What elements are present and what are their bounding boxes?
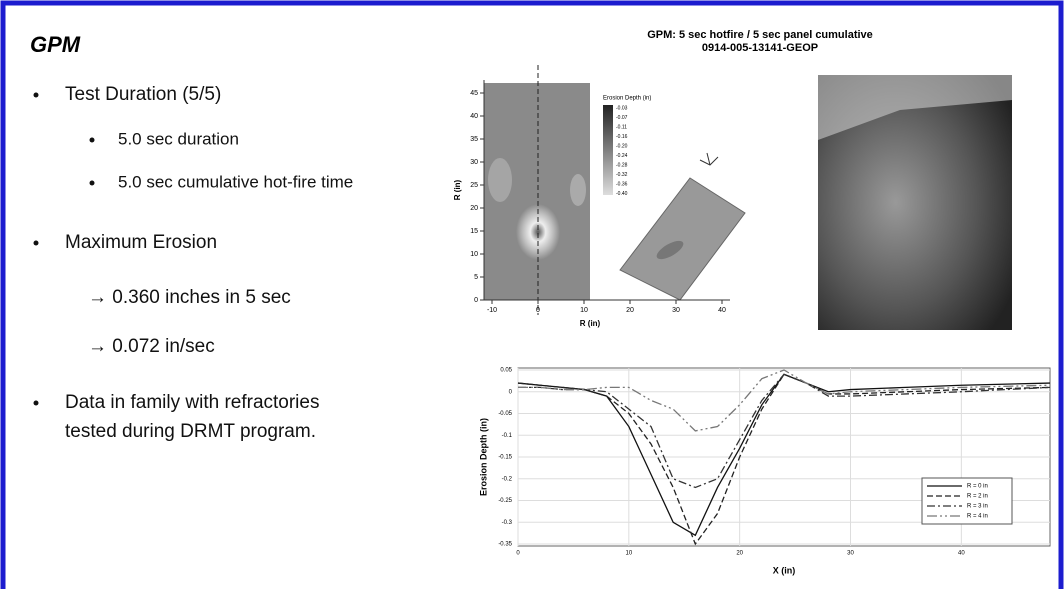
y-tick-label: 5: [474, 274, 478, 281]
series-line: [518, 373, 1051, 489]
colorbar-label: -0.40: [616, 191, 628, 197]
colorbar-label: -0.07: [616, 115, 628, 121]
sub-bullet: 5.0 sec duration: [118, 129, 239, 148]
legend-label: R = 4 in: [967, 514, 988, 520]
sub-bullet: 5.0 sec cumulative hot-fire time: [118, 172, 353, 191]
bullet: Test Duration (5/5): [65, 84, 221, 105]
colorbar-label: -0.36: [616, 181, 628, 187]
x-tick-label: 40: [718, 307, 726, 314]
y-tick-label: 0: [474, 297, 478, 304]
colorbar-label: -0.32: [616, 172, 628, 178]
bullets: Test Duration (5/5) 5.0 sec duration 5.0…: [33, 84, 353, 442]
bullet-dot: [33, 240, 39, 246]
colorbar: [603, 105, 613, 195]
panel-3d: [619, 177, 746, 301]
colorbar-title: Erosion Depth (in): [603, 96, 651, 102]
y-axis-label: Erosion Depth (in): [478, 418, 488, 496]
x-tick-label: 20: [626, 307, 634, 314]
y-tick-label: 25: [470, 182, 478, 189]
x-tick-label: 0: [516, 551, 520, 557]
y-tick-label: 20: [470, 205, 478, 212]
y-tick-label: -0.25: [498, 498, 512, 504]
series-line: [518, 369, 1051, 432]
bullet: Maximum Erosion: [65, 232, 217, 253]
x-tick-label: 30: [672, 307, 680, 314]
y-tick-label: -0.1: [502, 433, 513, 439]
y-tick-label: 35: [470, 136, 478, 143]
y-tick-label: 30: [470, 159, 478, 166]
y-tick-label: -0.35: [498, 542, 512, 548]
panel-spot: [656, 240, 684, 260]
colorbar-label: -0.11: [616, 124, 627, 130]
legend-label: R = 0 in: [967, 484, 988, 490]
y-tick-label: 10: [470, 251, 478, 258]
colorbar-label: -0.03: [616, 105, 628, 111]
x-tick-label: 40: [958, 551, 965, 557]
colorbar-label: -0.24: [616, 153, 628, 159]
legend-label: R = 3 in: [967, 504, 988, 510]
bullet-dot: [89, 180, 95, 186]
y-tick-label: -0.15: [498, 455, 512, 461]
y-tick-label: 0: [509, 389, 513, 395]
contour-region: [570, 174, 586, 206]
bullet-dot: [33, 400, 39, 406]
y-tick-label: -0.3: [502, 520, 513, 526]
axis-triad: [699, 152, 719, 166]
sub-bullet: → 0.072 in/sec: [88, 336, 215, 357]
colorbar-label: -0.16: [616, 134, 628, 140]
contour-region: [488, 158, 512, 202]
y-tick-label: -0.2: [502, 476, 513, 482]
y-tick-label: 0.05: [500, 368, 512, 374]
bullet: tested during DRMT program.: [65, 421, 316, 442]
bullet-dot: [89, 137, 95, 143]
erosion-spot: [516, 204, 560, 260]
y-tick-label: -0.05: [498, 411, 512, 417]
slide-title: GPM: [30, 32, 81, 57]
x-tick-label: 20: [736, 551, 743, 557]
bullet: Data in family with refractories: [65, 392, 319, 413]
sub-bullet: → 0.360 inches in 5 sec: [88, 287, 291, 308]
x-tick-label: 0: [536, 307, 540, 314]
x-tick-label: 10: [625, 551, 632, 557]
y-tick-label: 40: [470, 113, 478, 120]
x-axis-label: R (in): [580, 319, 601, 328]
x-axis-label: X (in): [773, 565, 796, 575]
figure-title: GPM: 5 sec hotfire / 5 sec panel cumulat…: [647, 29, 873, 41]
bullet-dot: [33, 92, 39, 98]
x-tick-label: 30: [847, 551, 854, 557]
colorbar-label: -0.28: [616, 162, 628, 168]
legend-label: R = 2 in: [967, 494, 988, 500]
y-tick-label: 45: [470, 90, 478, 97]
figure-subtitle: 0914-005-13141-GEOP: [702, 42, 818, 54]
x-tick-label: 10: [580, 307, 588, 314]
y-tick-label: 15: [470, 228, 478, 235]
y-axis-label: R (in): [453, 179, 462, 200]
colorbar-label: -0.20: [616, 143, 628, 149]
x-tick-label: -10: [487, 307, 497, 314]
photo-background: [818, 75, 1012, 140]
